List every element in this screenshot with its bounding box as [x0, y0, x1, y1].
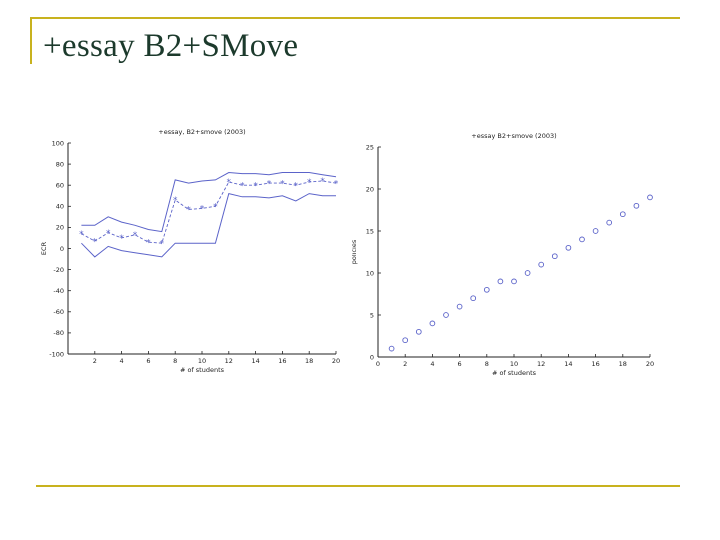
data-point [483, 286, 490, 293]
x-tick-label: 6 [458, 360, 462, 368]
data-point [402, 337, 409, 344]
y-tick-label: 40 [56, 203, 64, 211]
y-tick-label: 100 [52, 139, 64, 147]
x-tick-label: 20 [332, 357, 340, 365]
data-point [497, 278, 504, 285]
y-axis-label: ECR [40, 241, 48, 255]
x-tick-label: 4 [430, 360, 434, 368]
data-point-marker: * [280, 179, 285, 189]
x-axis-label: # of students [180, 366, 225, 374]
data-point [429, 320, 436, 327]
data-point-marker: * [79, 230, 84, 240]
data-point [538, 261, 545, 268]
chart-title: +essay, B2+smove (2003) [158, 128, 245, 136]
series-line-lower-bound [81, 193, 336, 258]
x-tick-label: 0 [376, 360, 380, 368]
y-tick-label: 20 [56, 224, 64, 232]
top-rule [30, 17, 680, 19]
data-point [633, 202, 640, 209]
data-point [619, 211, 626, 218]
data-point-marker: * [213, 203, 218, 213]
x-axis-label: # of students [492, 369, 537, 377]
data-point-marker: * [227, 178, 232, 188]
y-tick-label: 0 [370, 353, 374, 361]
series-line-upper-bound [81, 171, 337, 233]
data-point-marker: * [93, 237, 98, 247]
y-tick-label: 10 [366, 269, 374, 277]
y-tick-label: 20 [366, 185, 374, 193]
chart-title: +essay B2+smove (2003) [471, 132, 556, 140]
x-tick-label: 10 [510, 360, 518, 368]
y-tick-label: 80 [56, 160, 64, 168]
x-tick-label: 4 [120, 357, 124, 365]
x-tick-label: 12 [225, 357, 233, 365]
data-point-marker: * [240, 181, 245, 191]
y-tick-label: -40 [53, 287, 64, 295]
x-tick-label: 20 [646, 360, 654, 368]
data-point-marker: * [133, 231, 138, 241]
data-point [388, 345, 395, 352]
data-point [579, 236, 585, 243]
y-tick-label: -80 [53, 329, 64, 337]
series-line-estimate [81, 180, 337, 244]
x-tick-label: 10 [198, 357, 206, 365]
data-point [647, 194, 653, 201]
data-point [592, 228, 599, 234]
data-point [565, 244, 572, 251]
data-point [456, 303, 463, 310]
data-point [470, 295, 477, 302]
x-tick-label: 18 [305, 357, 313, 365]
data-point-marker: * [160, 239, 165, 249]
y-tick-label: 25 [366, 143, 374, 151]
y-tick-label: -100 [49, 350, 64, 358]
data-point [511, 278, 517, 285]
y-axis-label: policies [352, 239, 358, 264]
ecr-line-chart: +essay, B2+smove (2003) 100 80 60 40 20 0 -20 -4… [40, 128, 340, 374]
data-point-marker: * [186, 206, 191, 216]
data-point-marker: * [320, 177, 325, 187]
bottom-rule [36, 485, 680, 487]
data-point-marker: * [307, 178, 312, 188]
data-point-marker: * [146, 238, 151, 248]
y-tick-label: -60 [53, 308, 64, 316]
x-tick-label: 8 [173, 357, 177, 365]
x-tick-label: 2 [403, 360, 407, 368]
data-point-marker: * [119, 234, 124, 244]
data-point-marker: * [253, 181, 258, 191]
x-tick-label: 12 [537, 360, 545, 368]
y-tick-label: -20 [53, 266, 64, 274]
x-tick-label: 14 [251, 357, 259, 365]
policies-scatter-chart: +essay B2+smove (2003) 25 20 15 10 5 00 2 4 6 8 10 1… [352, 132, 654, 377]
data-point-marker: * [173, 196, 178, 206]
data-point [524, 270, 531, 276]
x-tick-label: 8 [485, 360, 489, 368]
slide-title: +essay B2+SMove [43, 28, 299, 64]
data-point-marker: * [267, 179, 272, 189]
y-tick-label: 15 [366, 227, 374, 235]
x-tick-label: 2 [93, 357, 97, 365]
x-tick-label: 16 [278, 357, 286, 365]
y-tick-label: 60 [56, 182, 64, 190]
data-point-marker: * [334, 179, 339, 189]
data-point [551, 253, 558, 260]
left-rule [30, 17, 32, 64]
data-point [443, 312, 449, 318]
data-point [606, 219, 613, 226]
data-point [415, 328, 422, 335]
y-tick-label: 0 [60, 245, 64, 253]
x-tick-label: 6 [146, 357, 150, 365]
data-point-marker: * [200, 205, 205, 215]
y-tick-label: 5 [370, 311, 374, 319]
x-tick-label: 14 [564, 360, 572, 368]
x-tick-label: 16 [591, 360, 599, 368]
x-tick-label: 18 [619, 360, 627, 368]
data-point-marker: * [294, 181, 299, 191]
data-point-marker: * [106, 229, 111, 239]
